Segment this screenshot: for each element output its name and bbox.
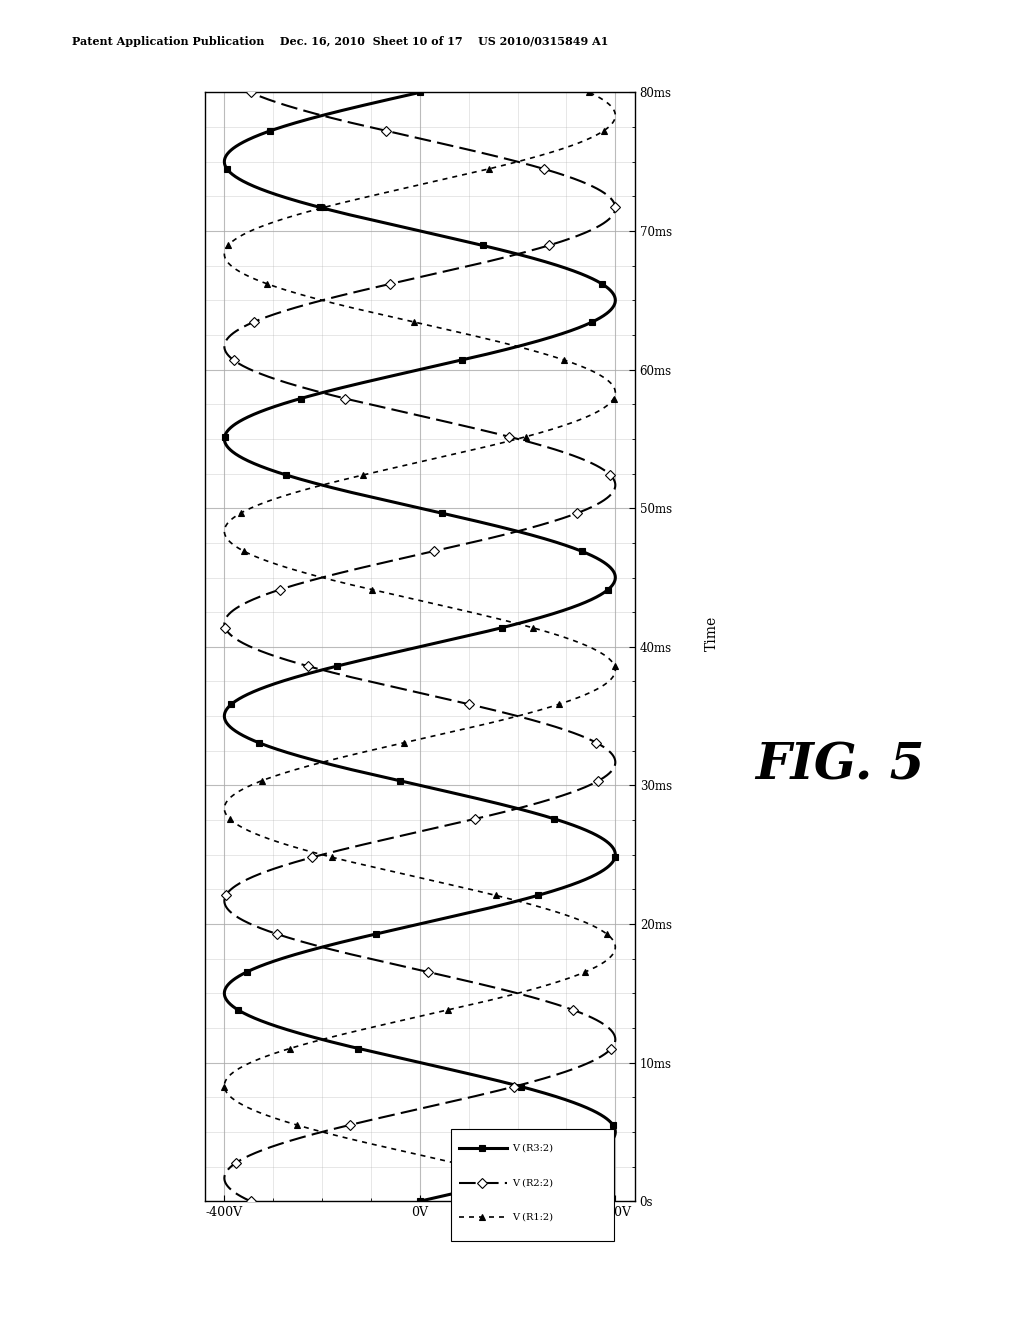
Text: Time: Time bbox=[705, 616, 719, 651]
Text: FIG. 5: FIG. 5 bbox=[755, 741, 925, 791]
Text: V (R3:2): V (R3:2) bbox=[512, 1144, 553, 1152]
Text: V (R1:2): V (R1:2) bbox=[512, 1213, 553, 1221]
Text: V (R2:2): V (R2:2) bbox=[512, 1179, 553, 1187]
Text: Patent Application Publication    Dec. 16, 2010  Sheet 10 of 17    US 2010/03158: Patent Application Publication Dec. 16, … bbox=[72, 36, 608, 48]
